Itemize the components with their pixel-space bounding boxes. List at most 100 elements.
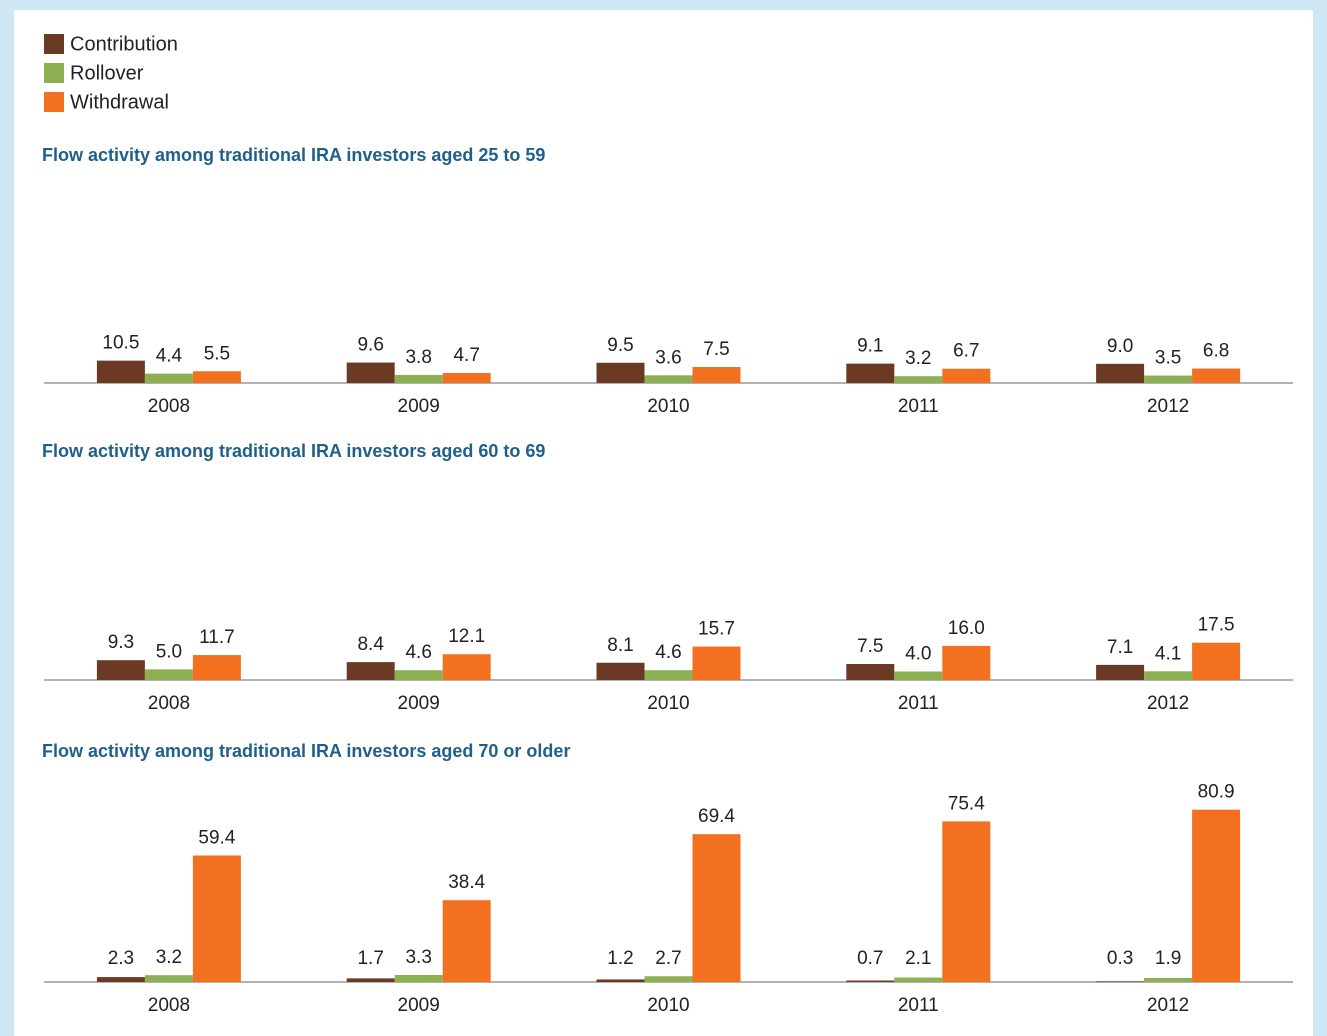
bar <box>1096 981 1145 982</box>
bar <box>96 977 145 982</box>
bar <box>846 664 895 680</box>
bar <box>442 900 491 982</box>
value-label: 9.6 <box>357 335 383 356</box>
x-tick-label: 2010 <box>647 995 689 1016</box>
bar <box>144 975 193 982</box>
bar <box>692 646 741 680</box>
bar <box>644 670 693 680</box>
value-label: 8.4 <box>357 634 384 655</box>
bar <box>692 367 741 383</box>
bar <box>894 977 943 982</box>
x-tick-label: 2008 <box>148 995 190 1016</box>
x-tick-label: 2012 <box>1147 396 1189 417</box>
value-label: 9.5 <box>607 335 633 356</box>
value-label: 7.5 <box>857 636 883 657</box>
bar <box>192 855 241 982</box>
value-label: 3.8 <box>405 347 431 368</box>
bar <box>942 821 991 982</box>
value-label: 59.4 <box>198 827 235 848</box>
value-label: 80.9 <box>1198 782 1235 803</box>
bar <box>1192 368 1241 383</box>
value-label: 6.8 <box>1203 341 1229 362</box>
value-label: 4.4 <box>156 346 183 367</box>
value-label: 10.5 <box>102 333 139 354</box>
bar <box>144 669 193 680</box>
x-tick-label: 2008 <box>148 693 190 714</box>
bar <box>1096 363 1145 383</box>
legend-label: Withdrawal <box>70 91 169 113</box>
value-label: 0.3 <box>1107 948 1133 969</box>
bar <box>346 362 395 383</box>
value-label: 7.1 <box>1107 637 1133 658</box>
x-tick-label: 2011 <box>898 693 939 714</box>
chart-title: Flow activity among traditional IRA inve… <box>42 441 545 461</box>
value-label: 4.7 <box>453 345 479 366</box>
value-label: 2.1 <box>905 948 931 969</box>
x-tick-label: 2009 <box>398 693 440 714</box>
legend-label: Rollover <box>70 62 144 84</box>
value-label: 7.5 <box>703 339 729 360</box>
value-label: 17.5 <box>1198 615 1235 636</box>
chart-title: Flow activity among traditional IRA inve… <box>42 145 545 165</box>
bar <box>596 662 645 680</box>
legend-label: Contribution <box>70 33 178 55</box>
bar <box>96 660 145 680</box>
value-label: 5.5 <box>204 343 230 364</box>
value-label: 2.7 <box>655 948 681 969</box>
legend-swatch <box>44 63 64 83</box>
value-label: 9.3 <box>108 632 134 653</box>
bar <box>894 376 943 383</box>
value-label: 9.1 <box>857 336 883 357</box>
bar <box>846 980 895 982</box>
value-label: 1.9 <box>1155 948 1181 969</box>
legend-swatch <box>44 34 64 54</box>
bar <box>192 371 241 383</box>
bar <box>346 978 395 982</box>
x-tick-label: 2010 <box>647 693 689 714</box>
bar <box>1144 671 1193 680</box>
value-label: 15.7 <box>698 619 735 640</box>
value-label: 3.3 <box>405 947 431 968</box>
bar <box>846 363 895 383</box>
value-label: 2.3 <box>108 948 134 969</box>
bar <box>394 974 443 982</box>
bar <box>1192 809 1241 982</box>
bar <box>942 645 991 680</box>
x-tick-label: 2012 <box>1147 995 1189 1016</box>
bar <box>394 670 443 680</box>
x-tick-label: 2008 <box>148 396 190 417</box>
legend-swatch <box>44 92 64 112</box>
value-label: 5.0 <box>156 641 182 662</box>
value-label: 16.0 <box>948 618 985 639</box>
value-label: 38.4 <box>448 872 485 893</box>
x-tick-label: 2011 <box>898 995 939 1016</box>
bar <box>144 373 193 383</box>
value-label: 75.4 <box>948 793 985 814</box>
bar <box>1144 375 1193 383</box>
bar <box>644 976 693 982</box>
bar <box>1096 664 1145 680</box>
value-label: 3.2 <box>905 348 931 369</box>
bar <box>644 375 693 383</box>
value-label: 4.6 <box>655 642 681 663</box>
value-label: 6.7 <box>953 341 979 362</box>
value-label: 3.2 <box>156 947 182 968</box>
x-tick-label: 2010 <box>647 396 689 417</box>
value-label: 3.5 <box>1155 348 1181 369</box>
value-label: 3.6 <box>655 347 681 368</box>
bar <box>192 655 241 680</box>
bar <box>442 372 491 383</box>
bar <box>346 662 395 680</box>
bar <box>596 979 645 982</box>
bar <box>894 671 943 680</box>
value-label: 0.7 <box>857 948 883 969</box>
value-label: 9.0 <box>1107 336 1133 357</box>
value-label: 69.4 <box>698 806 735 827</box>
value-label: 4.1 <box>1155 643 1181 664</box>
value-label: 1.2 <box>607 948 633 969</box>
value-label: 4.0 <box>905 643 931 664</box>
x-tick-label: 2009 <box>398 995 440 1016</box>
bar <box>96 360 145 383</box>
value-label: 8.1 <box>607 635 633 656</box>
